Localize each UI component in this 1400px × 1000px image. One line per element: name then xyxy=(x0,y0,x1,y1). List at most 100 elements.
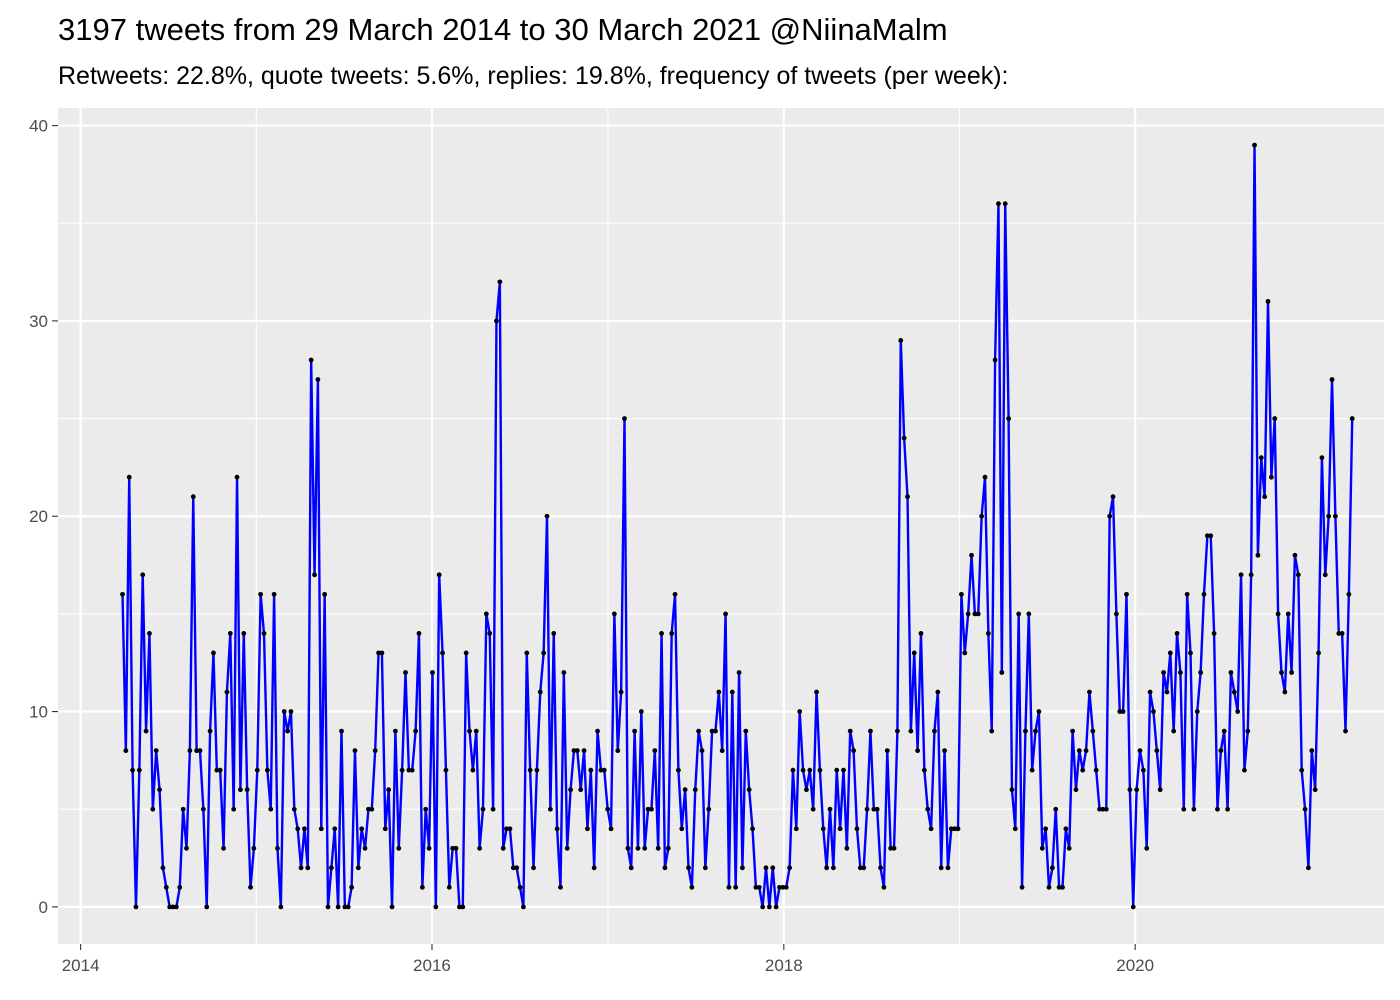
data-point xyxy=(369,806,375,812)
data-point xyxy=(625,845,631,851)
data-point xyxy=(1161,670,1166,675)
data-point xyxy=(591,865,597,871)
data-point xyxy=(709,728,715,734)
data-point xyxy=(1265,298,1271,304)
data-point xyxy=(571,748,577,754)
data-point xyxy=(1002,201,1008,207)
data-point xyxy=(541,650,547,656)
data-point xyxy=(729,689,735,695)
data-point xyxy=(419,884,425,890)
data-point xyxy=(366,806,371,812)
data-point xyxy=(756,884,762,890)
data-point xyxy=(982,474,988,480)
data-point xyxy=(497,279,503,285)
data-point xyxy=(1049,865,1055,871)
data-point xyxy=(184,845,189,851)
data-point xyxy=(490,806,496,812)
data-point xyxy=(1211,631,1217,636)
data-point xyxy=(753,884,759,890)
x-tick-label: 2020 xyxy=(1116,956,1154,975)
data-point xyxy=(514,865,520,871)
data-point xyxy=(537,689,543,695)
data-point xyxy=(1201,591,1207,597)
data-point xyxy=(948,826,954,832)
data-point xyxy=(1245,728,1251,734)
data-point xyxy=(568,787,573,793)
data-point xyxy=(733,884,739,890)
data-point xyxy=(662,865,668,871)
data-point xyxy=(558,884,563,890)
data-point xyxy=(969,552,974,558)
data-point xyxy=(645,806,651,812)
data-point xyxy=(190,494,196,500)
data-point xyxy=(1332,513,1338,519)
data-point xyxy=(467,728,472,734)
data-point xyxy=(1194,709,1200,714)
data-point xyxy=(979,513,985,519)
data-point xyxy=(618,689,624,695)
data-point xyxy=(147,631,152,636)
data-point xyxy=(234,474,240,480)
data-point xyxy=(463,650,469,656)
data-point xyxy=(959,591,964,597)
data-point xyxy=(1225,806,1230,812)
data-point xyxy=(878,865,883,871)
data-point xyxy=(1063,826,1069,832)
data-point xyxy=(1144,845,1150,851)
data-point xyxy=(305,865,311,871)
data-point xyxy=(1103,806,1109,812)
data-point xyxy=(814,689,819,695)
data-point xyxy=(861,865,867,871)
data-point xyxy=(393,728,398,734)
data-point xyxy=(1258,455,1264,461)
data-point xyxy=(932,728,937,734)
data-point xyxy=(1255,552,1261,558)
data-point xyxy=(999,670,1005,675)
data-point xyxy=(430,670,435,675)
data-point xyxy=(345,904,351,910)
data-point xyxy=(854,826,860,832)
data-point xyxy=(140,572,146,578)
data-point xyxy=(736,670,742,675)
data-point xyxy=(793,826,799,832)
data-point xyxy=(574,748,580,754)
data-point xyxy=(1046,884,1052,890)
x-tick-label: 2016 xyxy=(413,956,451,975)
data-point xyxy=(480,806,486,812)
data-point xyxy=(1100,806,1106,812)
data-point xyxy=(928,826,934,832)
data-point xyxy=(1033,728,1038,734)
data-point xyxy=(271,591,277,597)
data-point xyxy=(244,787,250,793)
data-point xyxy=(167,904,173,910)
data-point xyxy=(810,806,816,812)
data-point xyxy=(790,767,796,773)
data-point xyxy=(224,689,230,695)
data-point xyxy=(399,767,405,773)
x-tick-label: 2014 xyxy=(62,956,100,975)
data-point xyxy=(881,884,887,890)
data-point xyxy=(827,806,833,812)
data-point xyxy=(291,806,297,812)
data-point xyxy=(760,904,766,910)
data-point xyxy=(895,728,900,734)
data-point xyxy=(372,748,378,754)
data-point xyxy=(328,865,334,871)
data-point xyxy=(1319,455,1325,461)
data-point xyxy=(938,865,944,871)
y-tick-label: 10 xyxy=(29,703,48,722)
data-point xyxy=(942,748,947,754)
data-point xyxy=(726,884,732,890)
data-point xyxy=(325,904,331,910)
data-point xyxy=(1279,670,1284,675)
data-point xyxy=(1056,884,1062,890)
data-point xyxy=(719,748,725,754)
data-point xyxy=(965,611,971,617)
y-tick-label: 20 xyxy=(29,507,48,526)
data-point xyxy=(773,904,779,910)
data-point xyxy=(1174,631,1180,636)
data-point xyxy=(605,806,611,812)
data-point xyxy=(1127,787,1133,793)
data-point xyxy=(1228,670,1234,675)
data-point xyxy=(1070,728,1075,734)
